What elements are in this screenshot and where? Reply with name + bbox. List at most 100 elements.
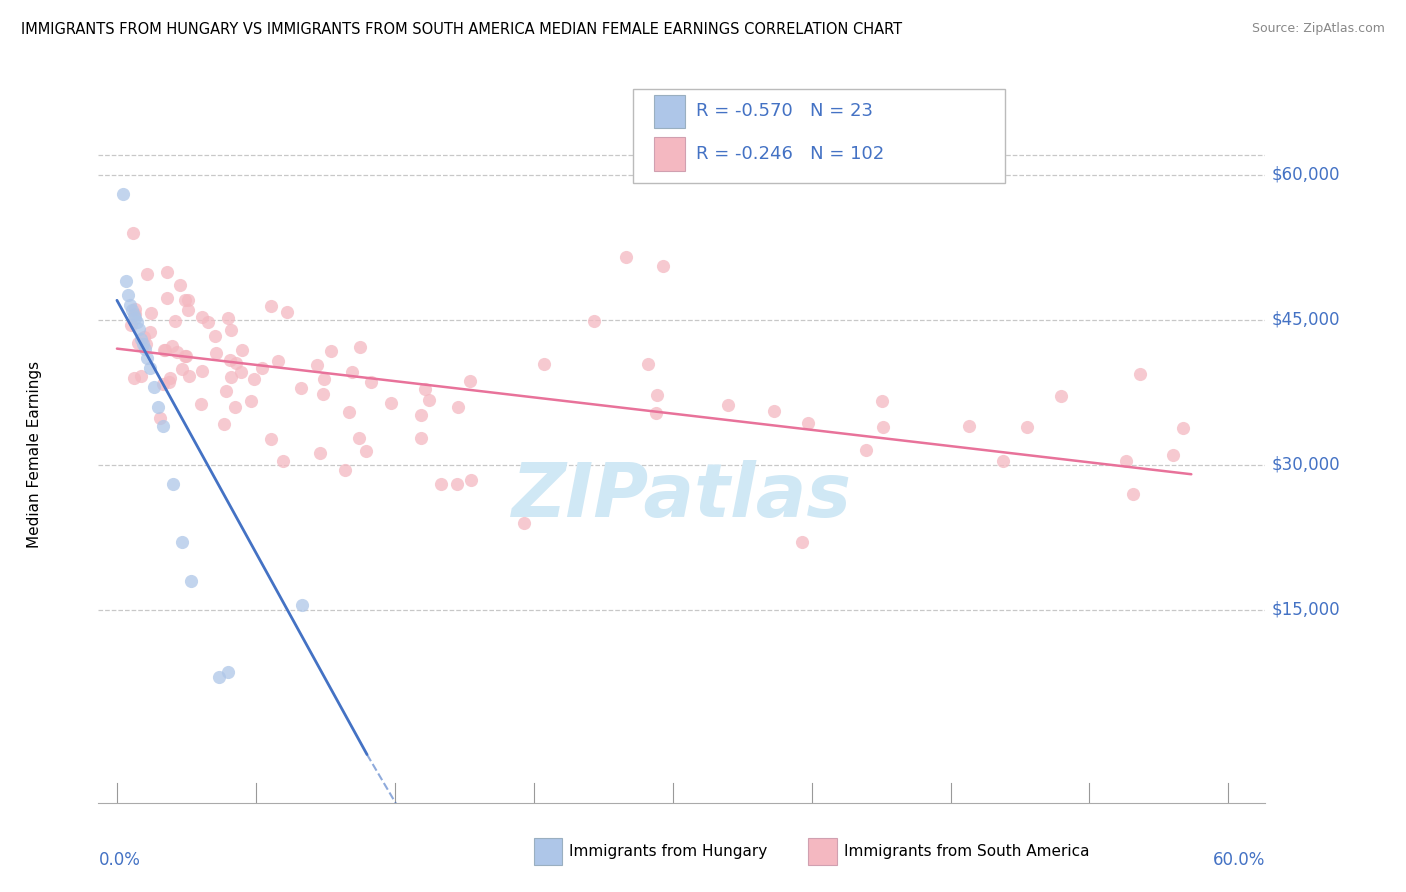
Point bbox=[111, 187, 134, 202]
Point bbox=[337, 405, 360, 419]
Point bbox=[143, 380, 166, 394]
Point bbox=[135, 351, 157, 366]
Text: Immigrants from Hungary: Immigrants from Hungary bbox=[569, 845, 768, 859]
Point bbox=[231, 343, 253, 357]
Point bbox=[122, 308, 145, 322]
Point bbox=[173, 350, 195, 364]
Text: Median Female Earnings: Median Female Earnings bbox=[27, 361, 42, 549]
Point bbox=[191, 310, 214, 325]
Text: R = -0.246   N = 102: R = -0.246 N = 102 bbox=[696, 145, 884, 163]
Point bbox=[1129, 367, 1152, 381]
Point bbox=[870, 394, 893, 409]
Point bbox=[260, 299, 283, 313]
Point bbox=[290, 381, 312, 395]
Point bbox=[1017, 419, 1039, 434]
Point bbox=[174, 349, 197, 363]
Point bbox=[307, 358, 329, 372]
Point bbox=[792, 534, 814, 549]
Point bbox=[797, 417, 820, 431]
Point bbox=[380, 396, 402, 410]
Point bbox=[127, 315, 149, 329]
Point bbox=[122, 226, 145, 240]
Point bbox=[260, 432, 283, 446]
Text: $60,000: $60,000 bbox=[1271, 166, 1340, 184]
Point bbox=[717, 398, 740, 412]
Point bbox=[614, 250, 637, 264]
Point bbox=[138, 325, 160, 339]
Text: Immigrants from South America: Immigrants from South America bbox=[844, 845, 1090, 859]
Point bbox=[991, 453, 1014, 467]
Point bbox=[957, 418, 980, 433]
Point bbox=[160, 338, 183, 352]
Point bbox=[155, 343, 177, 358]
Point bbox=[460, 474, 482, 488]
Point bbox=[124, 310, 146, 325]
Point bbox=[121, 303, 143, 318]
Point bbox=[411, 431, 433, 445]
Text: ZIPatlas: ZIPatlas bbox=[512, 460, 852, 533]
Point bbox=[1171, 421, 1194, 435]
Point bbox=[458, 374, 481, 388]
Point bbox=[644, 406, 666, 420]
Point bbox=[342, 365, 364, 379]
Point bbox=[134, 342, 156, 356]
Point bbox=[129, 368, 152, 383]
Point bbox=[312, 387, 335, 401]
Point bbox=[128, 322, 150, 336]
Point bbox=[156, 291, 179, 305]
Point bbox=[180, 574, 202, 588]
Point bbox=[162, 476, 184, 491]
Point bbox=[250, 361, 273, 376]
Point bbox=[267, 353, 290, 368]
Point bbox=[430, 476, 453, 491]
Point bbox=[447, 400, 470, 414]
Point bbox=[118, 298, 141, 312]
Point bbox=[124, 307, 146, 321]
Point bbox=[418, 393, 440, 408]
Point bbox=[177, 293, 200, 307]
Point bbox=[360, 375, 382, 389]
Point bbox=[583, 313, 606, 327]
Point bbox=[146, 400, 169, 414]
Point bbox=[132, 336, 155, 351]
Point bbox=[214, 384, 236, 399]
Text: Source: ZipAtlas.com: Source: ZipAtlas.com bbox=[1251, 22, 1385, 36]
Point bbox=[1115, 454, 1137, 468]
Point bbox=[347, 431, 370, 445]
Point bbox=[217, 310, 239, 325]
Point bbox=[156, 265, 179, 279]
Point bbox=[212, 417, 235, 431]
Point bbox=[117, 288, 139, 302]
Point bbox=[219, 323, 242, 337]
Point bbox=[166, 345, 188, 359]
Point bbox=[204, 329, 226, 343]
Point bbox=[349, 340, 371, 354]
Point bbox=[763, 404, 786, 418]
Point bbox=[135, 336, 157, 351]
Point bbox=[243, 372, 266, 386]
Point bbox=[120, 318, 142, 333]
Text: 0.0%: 0.0% bbox=[98, 851, 141, 869]
Point bbox=[225, 356, 247, 370]
Text: $15,000: $15,000 bbox=[1271, 600, 1340, 618]
Point bbox=[855, 442, 877, 457]
Point bbox=[312, 372, 335, 386]
Point bbox=[177, 368, 200, 383]
Point bbox=[136, 267, 159, 281]
Point bbox=[239, 394, 262, 409]
Point bbox=[129, 332, 152, 346]
Point bbox=[271, 453, 294, 467]
Point bbox=[413, 382, 436, 396]
Point bbox=[139, 361, 162, 376]
Text: $30,000: $30,000 bbox=[1271, 456, 1340, 474]
Point bbox=[159, 370, 181, 384]
Point bbox=[219, 369, 242, 384]
Point bbox=[139, 306, 162, 320]
Point bbox=[152, 418, 174, 433]
Point bbox=[197, 315, 219, 329]
Text: 60.0%: 60.0% bbox=[1213, 851, 1265, 869]
Point bbox=[219, 353, 242, 368]
Point bbox=[319, 344, 342, 359]
Point bbox=[217, 665, 239, 680]
Text: IMMIGRANTS FROM HUNGARY VS IMMIGRANTS FROM SOUTH AMERICA MEDIAN FEMALE EARNINGS : IMMIGRANTS FROM HUNGARY VS IMMIGRANTS FR… bbox=[21, 22, 903, 37]
